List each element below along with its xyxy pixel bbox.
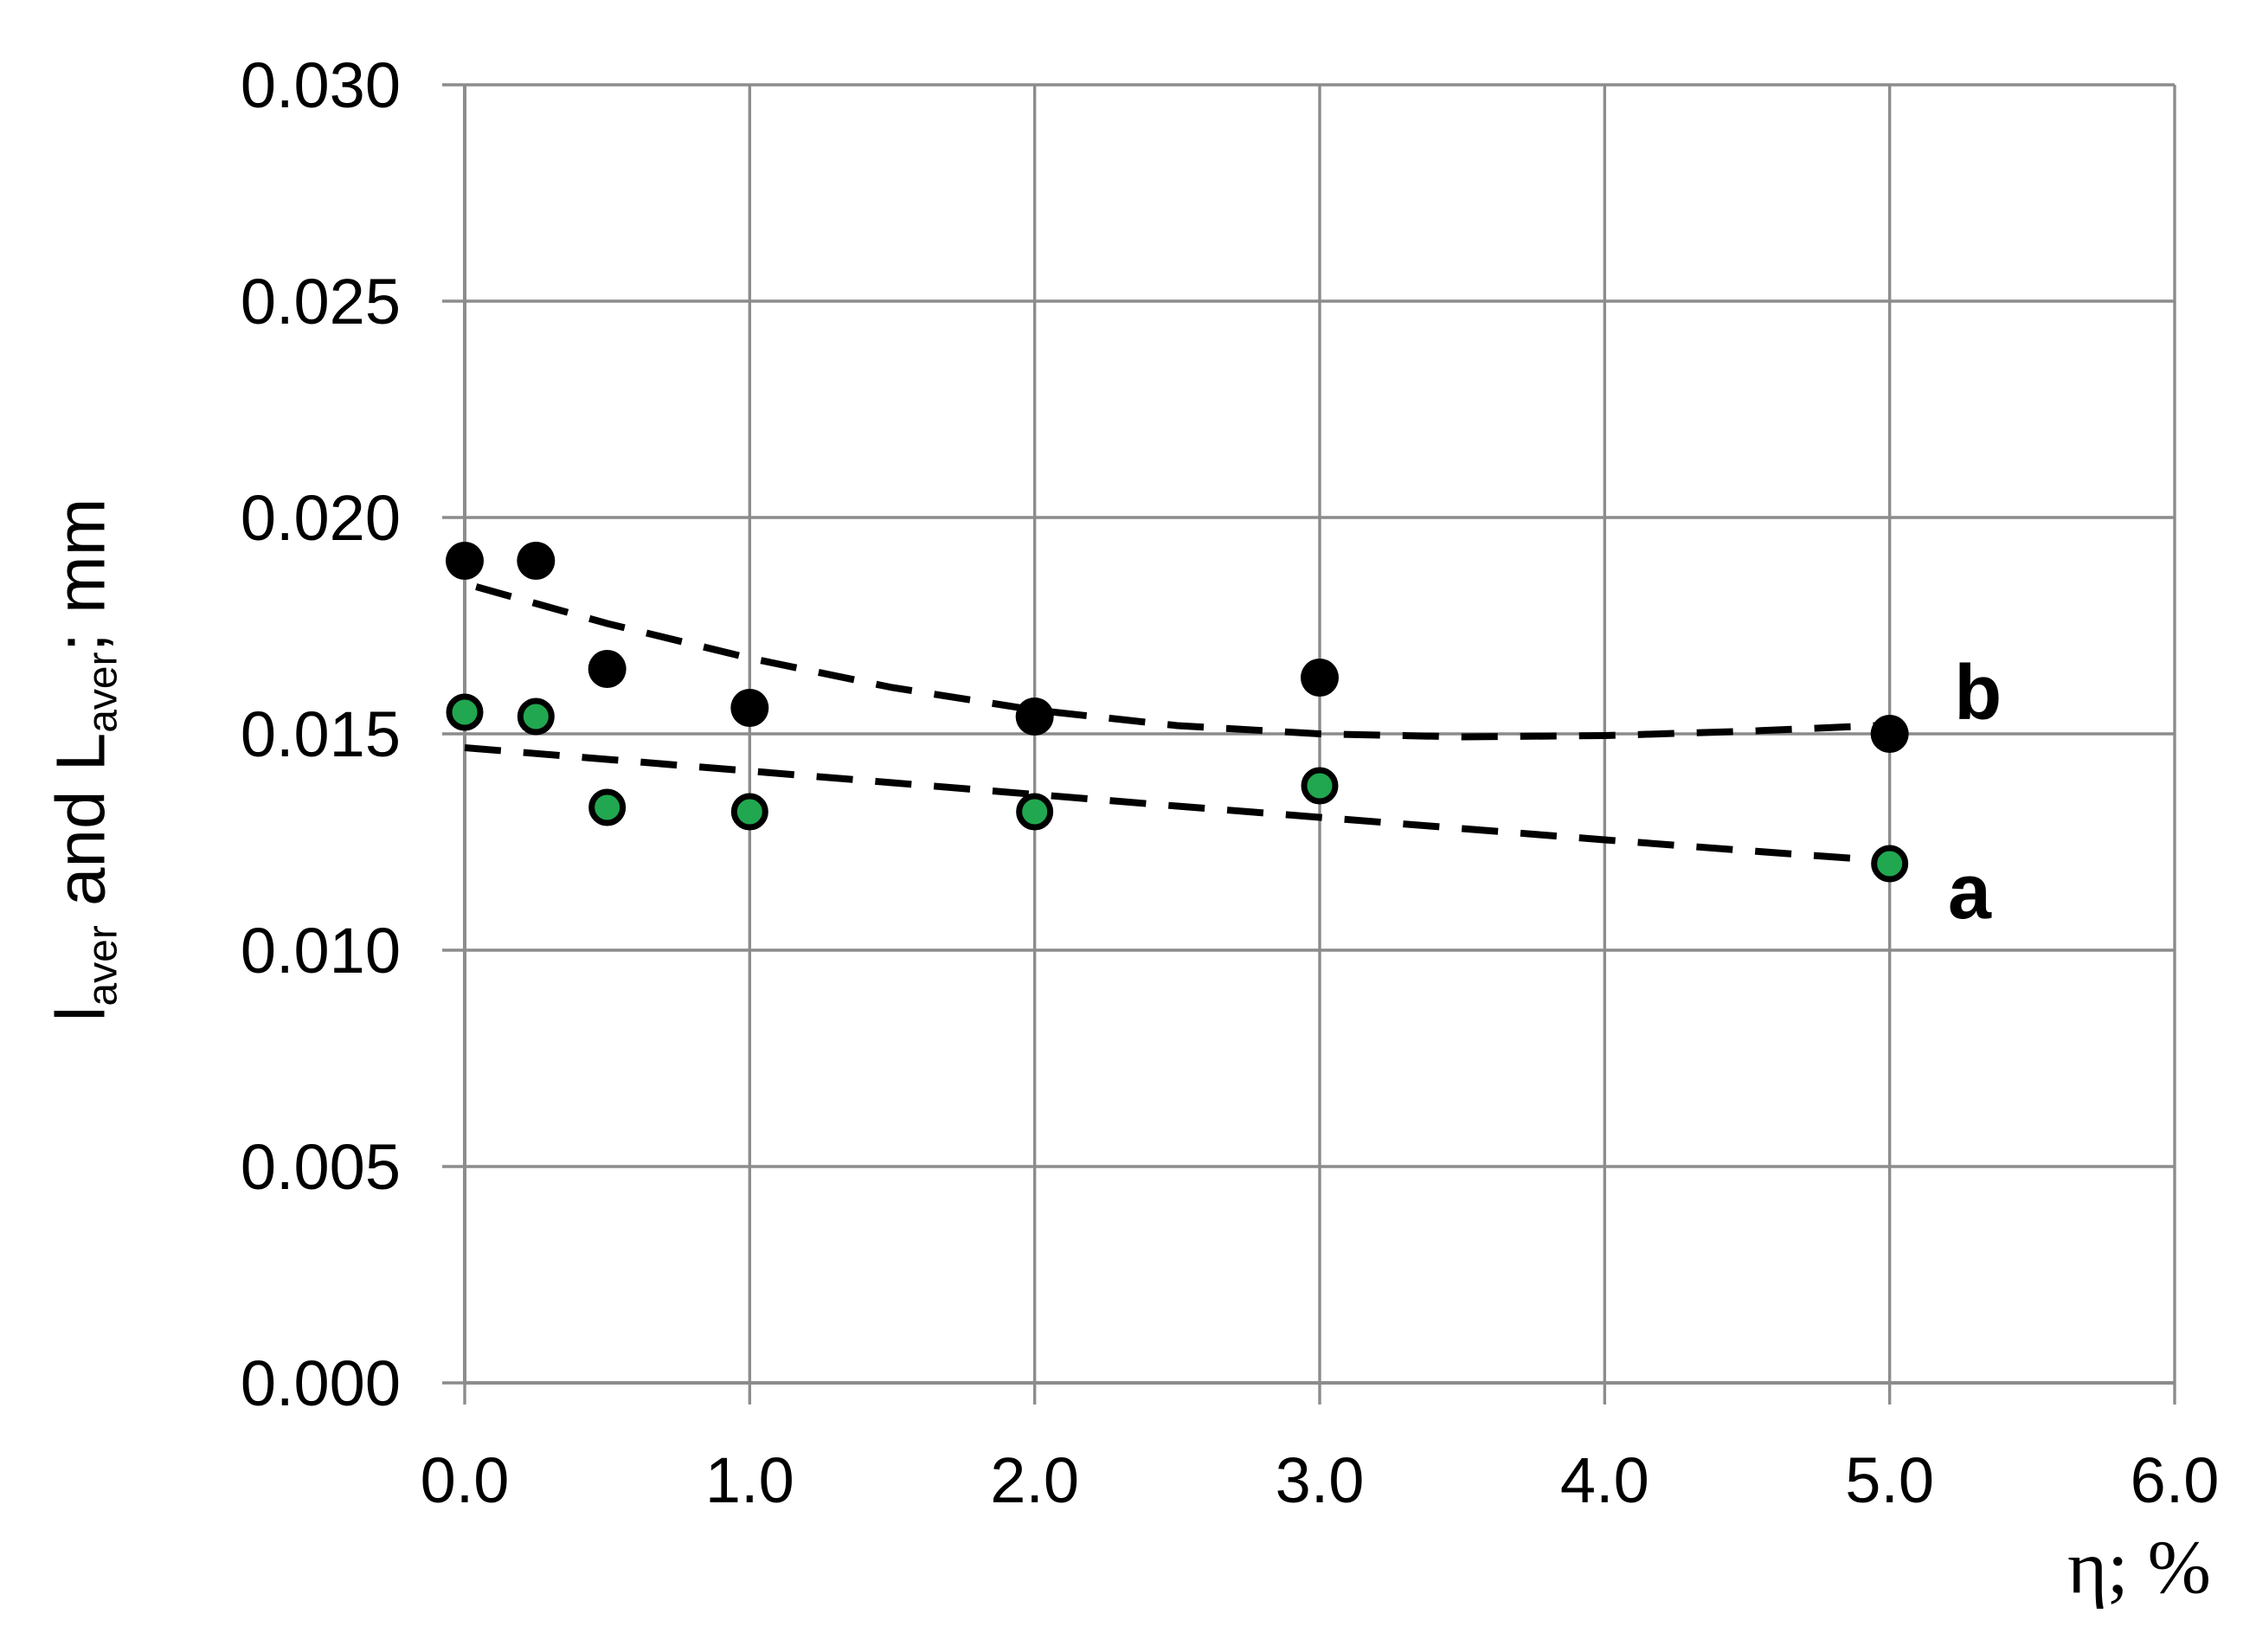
- data-point-b: [1301, 659, 1339, 697]
- y-tick-label: 0.000: [241, 1347, 401, 1419]
- x-tick-label: 2.0: [990, 1444, 1079, 1516]
- data-point-a: [588, 788, 627, 826]
- data-point-b: [1015, 697, 1054, 736]
- y-axis-title-text: and L: [42, 732, 119, 926]
- data-point-a: [517, 697, 555, 736]
- y-axis-title-text: ; mm: [42, 498, 119, 652]
- y-axis-title-subscript: aver: [80, 652, 126, 733]
- x-tick-label: 1.0: [705, 1444, 794, 1516]
- y-tick-label: 0.005: [241, 1131, 401, 1203]
- x-tick-label: 4.0: [1560, 1444, 1649, 1516]
- y-axis-title-subscript: aver: [80, 925, 126, 1006]
- y-tick-label: 0.015: [241, 698, 401, 770]
- data-point-a: [1016, 793, 1054, 831]
- x-tick-label: 0.0: [421, 1444, 510, 1516]
- series-label-a: a: [1948, 849, 1992, 935]
- trendline-a: [464, 744, 1890, 865]
- data-point-b: [588, 650, 627, 688]
- data-point-a: [1871, 845, 1909, 883]
- y-tick-label: 0.010: [241, 915, 401, 987]
- y-axis-title: laver and Laver; mm: [41, 498, 126, 1022]
- x-tick-label: 3.0: [1276, 1444, 1365, 1516]
- series-label-b: b: [1954, 650, 2002, 736]
- data-point-a: [446, 693, 484, 731]
- x-tick-label: 5.0: [1845, 1444, 1934, 1516]
- data-point-b: [517, 542, 556, 580]
- x-axis-title: η; %: [2067, 1526, 2211, 1610]
- y-tick-label: 0.020: [241, 482, 401, 554]
- data-point-a: [1301, 767, 1339, 805]
- data-point-b: [1870, 715, 1909, 753]
- y-axis-title-text: l: [42, 1006, 119, 1022]
- y-tick-label: 0.025: [241, 266, 401, 337]
- y-tick-label: 0.030: [241, 49, 401, 121]
- trendline-b: [475, 583, 1896, 741]
- x-tick-label: 6.0: [2131, 1444, 2220, 1516]
- data-point-b: [446, 542, 484, 580]
- data-point-a: [730, 793, 768, 831]
- data-point-b: [730, 689, 769, 727]
